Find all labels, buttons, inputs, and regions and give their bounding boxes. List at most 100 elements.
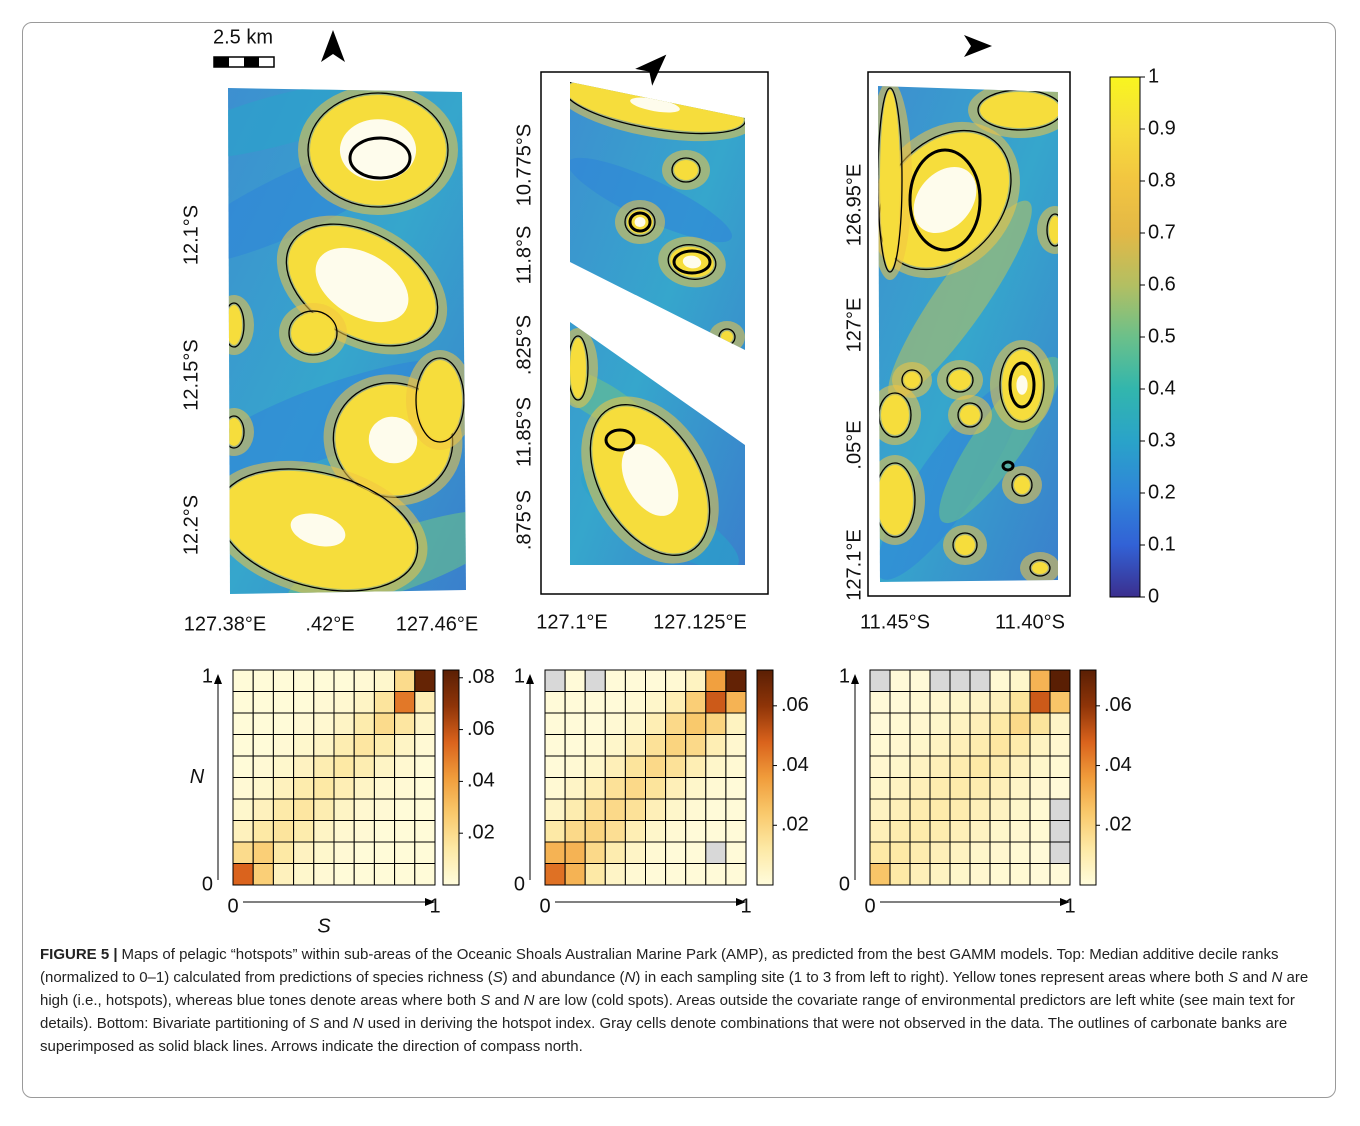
heatmap-cell xyxy=(604,712,626,735)
heatmap-cell xyxy=(313,734,335,757)
caption-text: ) and abundance ( xyxy=(502,969,625,986)
heatmap-cell xyxy=(313,755,335,778)
hotspot xyxy=(878,465,913,535)
caption-text: ) in each sampling site (1 to 3 from lef… xyxy=(635,969,1229,986)
heatmap-cell xyxy=(869,691,891,714)
map-x-tick-label: 11.40°S xyxy=(995,611,1065,633)
caption-text: and xyxy=(319,1015,353,1032)
heatmap-cell xyxy=(564,798,586,821)
heatmap-cell xyxy=(353,734,375,757)
x-tick-label: 1 xyxy=(1064,895,1075,917)
map-y-tick-label: 11.8°S xyxy=(513,226,535,285)
heatmap-cell xyxy=(232,691,254,714)
heatmap-cell xyxy=(1049,841,1071,864)
colorbar-tick-label: .02 xyxy=(781,814,809,836)
colorbar-tick-label: 1 xyxy=(1148,65,1159,87)
heatmap-cell xyxy=(685,798,707,821)
heatmap-cell xyxy=(929,798,951,821)
heatmap-cell xyxy=(869,841,891,864)
map-panel xyxy=(878,86,1058,582)
hotspot xyxy=(1014,476,1030,494)
heatmap-cell xyxy=(725,863,747,886)
heatmap-cell xyxy=(313,863,335,886)
heatmap-cell xyxy=(645,691,667,714)
heatmap-cell xyxy=(665,669,687,692)
hotspot xyxy=(721,331,733,343)
arrow-head xyxy=(1060,898,1070,906)
y-tick-label: 0 xyxy=(839,873,850,895)
heatmap-cell xyxy=(909,734,931,757)
heatmap-cell xyxy=(414,734,436,757)
colorbar-tick-label: 0.5 xyxy=(1148,325,1176,347)
heatmap-cell xyxy=(909,755,931,778)
heatmap-cell xyxy=(725,669,747,692)
bank-outline xyxy=(604,428,636,452)
caption-text: N xyxy=(624,969,636,986)
heatmap-cell xyxy=(564,755,586,778)
heatmap-cell xyxy=(394,798,416,821)
heatmap-cell xyxy=(869,863,891,886)
map-y-tick-label: .05°E xyxy=(843,420,865,469)
heatmap-cell xyxy=(293,669,315,692)
heatmap-cell xyxy=(969,777,991,800)
heatmap-cell xyxy=(604,669,626,692)
heatmap-cell xyxy=(645,798,667,821)
heatmap-cell xyxy=(232,712,254,735)
heatmap-cell xyxy=(1049,734,1071,757)
heatmap-cell xyxy=(705,820,727,843)
heatmap-cell xyxy=(333,734,355,757)
hotspot xyxy=(880,90,900,270)
heatmap-cell xyxy=(989,798,1011,821)
bank-outline xyxy=(228,468,419,592)
heatmap-cell xyxy=(869,798,891,821)
heatmap-cell xyxy=(645,863,667,886)
heatmap-cell xyxy=(989,841,1011,864)
heatmap-cell xyxy=(604,691,626,714)
bank-outline xyxy=(667,244,717,280)
heatmap-cell xyxy=(889,755,911,778)
heatmap-cell xyxy=(909,820,931,843)
heatmap-cell xyxy=(414,712,436,735)
heatmap-cell xyxy=(1049,712,1071,735)
heatmap-cell xyxy=(725,734,747,757)
heatmap-cell xyxy=(989,691,1011,714)
bank-outline xyxy=(570,335,589,401)
caption-text: N xyxy=(352,1015,364,1032)
heatmap-cell xyxy=(564,691,586,714)
heatmap-cell xyxy=(604,863,626,886)
heatmap-cell xyxy=(414,841,436,864)
heatmap-cell xyxy=(394,734,416,757)
hotspot xyxy=(955,535,975,555)
heatmap-cell xyxy=(949,669,971,692)
heatmap-cell xyxy=(869,712,891,735)
colorbar-tick-label: .08 xyxy=(467,666,495,688)
heatmap-cell xyxy=(353,777,375,800)
heatmap-cell xyxy=(373,734,396,757)
hotspot xyxy=(904,372,920,388)
hotspot xyxy=(228,418,242,446)
heatmap-cell xyxy=(584,691,606,714)
heatmap-cell xyxy=(685,712,707,735)
heatmap-cell xyxy=(544,734,566,757)
heatmap-cell xyxy=(725,841,747,864)
y-tick-label: 1 xyxy=(514,665,525,687)
caption-text: N xyxy=(523,992,535,1009)
heatmap-cell xyxy=(889,691,911,714)
colorbar-tick-label: .06 xyxy=(467,718,495,740)
north-arrow xyxy=(321,30,345,62)
heatmap-cell xyxy=(705,841,727,864)
figure-frame xyxy=(22,22,1336,1098)
north-arrow xyxy=(964,35,992,57)
x-tick-label: 0 xyxy=(539,895,550,917)
heatmap-cell xyxy=(414,863,436,886)
bank-outline xyxy=(307,92,449,208)
heatmap-cell xyxy=(989,820,1011,843)
heatmap-cell xyxy=(969,820,991,843)
bank-outline xyxy=(628,211,652,233)
heatmap-cell xyxy=(394,863,416,886)
heatmap-cell xyxy=(232,820,254,843)
heatmap-cell xyxy=(909,798,931,821)
heatmap-cell xyxy=(624,798,647,821)
heatmap-cell xyxy=(544,669,566,692)
heatmap-cell xyxy=(333,777,355,800)
